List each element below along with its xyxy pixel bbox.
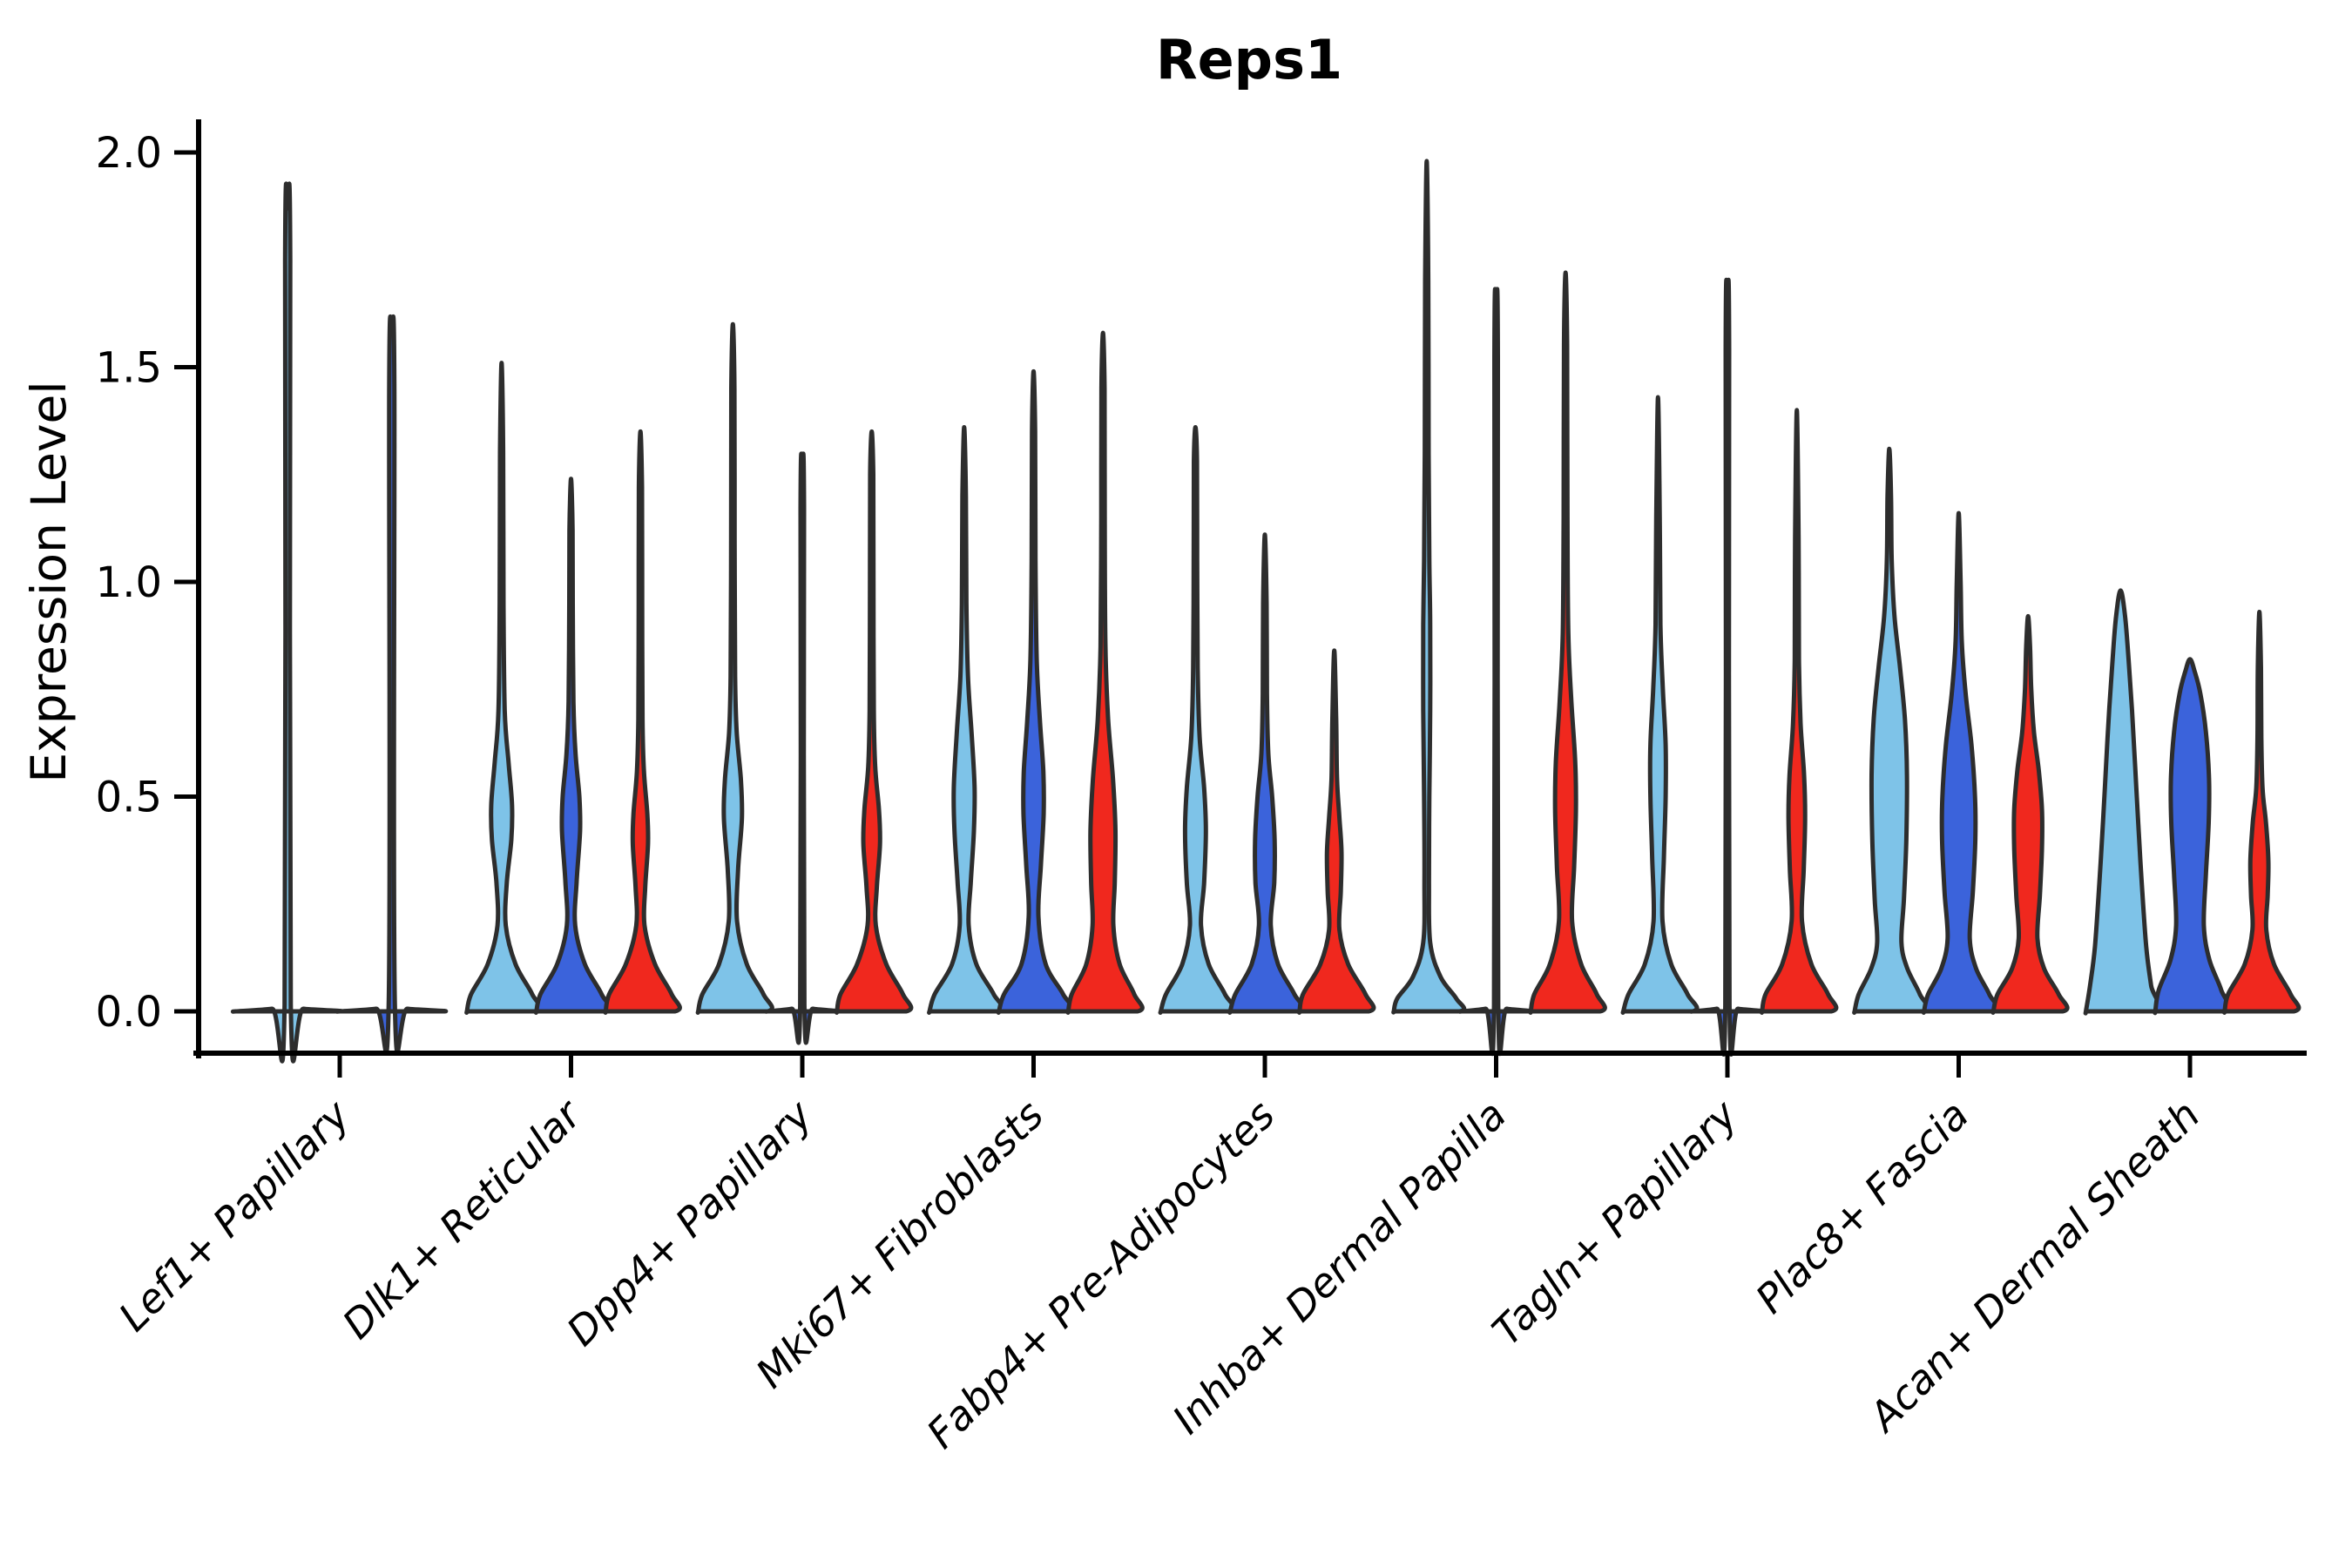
violin-dpp4-papillary-light_blue [695, 321, 774, 1015]
y-tick-label: 1.0 [96, 558, 162, 607]
violins-layer [230, 159, 2301, 1064]
violin-dlk1-reticular-light_blue [464, 361, 544, 1015]
violin-acan-dermal-sheath-red [2222, 610, 2301, 1015]
violin-dpp4-papillary-dark_blue [763, 451, 841, 1045]
violin-lef1-papillary-dark_blue [335, 314, 449, 1054]
violin-tagln-papillary-dark_blue [1688, 277, 1766, 1057]
violin-fabp4-pre-adipocytes-red [1297, 648, 1376, 1015]
violin-fabp4-pre-adipocytes-light_blue [1158, 425, 1237, 1015]
violin-tagln-papillary-red [1760, 408, 1839, 1015]
y-tick-label: 1.5 [96, 344, 162, 393]
violin-dpp4-papillary-red [835, 429, 914, 1015]
violin-inhba-dermal-papilla-red [1528, 270, 1607, 1015]
violin-acan-dermal-sheath-light_blue [2083, 588, 2162, 1016]
chart-title: Reps1 [1156, 28, 1342, 91]
violin-inhba-dermal-papilla-light_blue [1391, 159, 1467, 1015]
y-tick-label: 2.0 [96, 129, 162, 178]
violin-fabp4-pre-adipocytes-dark_blue [1227, 532, 1307, 1015]
violin-lef1-papillary-light_blue [230, 181, 344, 1064]
violin-mki67-fibroblasts-red [1065, 330, 1145, 1015]
violin-plac8-fascia-dark_blue [1921, 510, 2000, 1015]
violin-dlk1-reticular-red [603, 429, 682, 1015]
violin-acan-dermal-sheath-dark_blue [2153, 657, 2232, 1016]
violin-plac8-fascia-red [1990, 613, 2070, 1015]
violin-mki67-fibroblasts-light_blue [927, 425, 1006, 1015]
y-tick-label: 0.5 [96, 774, 162, 822]
violin-plac8-fascia-light_blue [1852, 446, 1931, 1015]
y-tick-label: 0.0 [96, 988, 162, 1037]
violin-mki67-fibroblasts-dark_blue [996, 368, 1075, 1015]
y-axis-label: Expression Level [21, 381, 77, 782]
violin-inhba-dermal-papilla-dark_blue [1457, 287, 1535, 1057]
violin-dlk1-reticular-dark_blue [533, 476, 612, 1015]
violin-tagln-papillary-light_blue [1620, 395, 1700, 1015]
